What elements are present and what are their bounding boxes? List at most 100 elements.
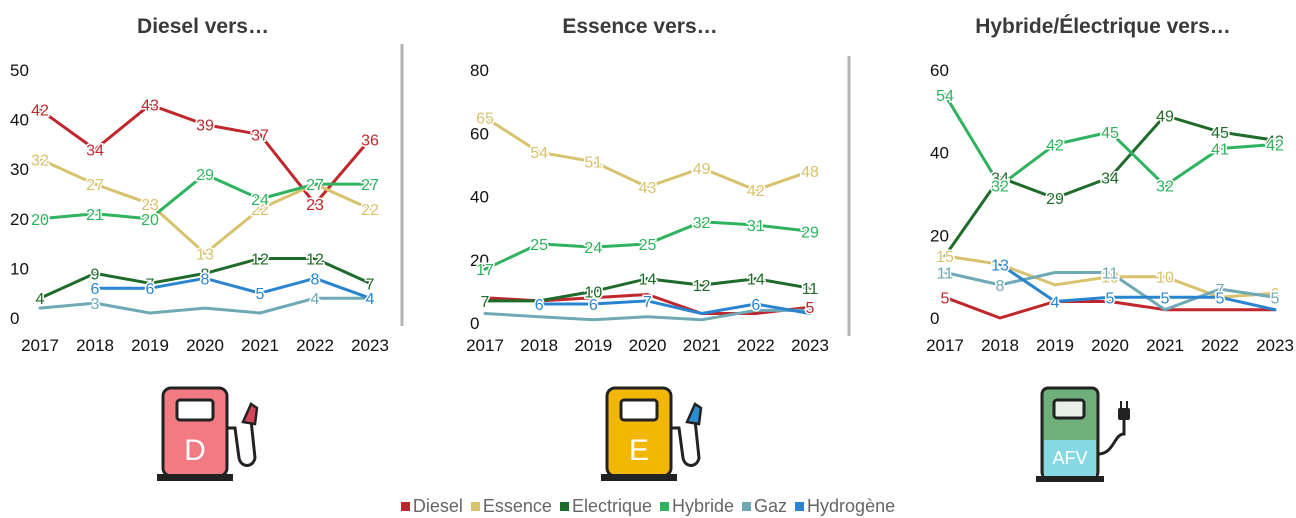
data-label: 29 — [196, 167, 214, 184]
data-label: 51 — [584, 155, 602, 172]
data-label: 6 — [535, 297, 544, 314]
legend-label: Hybride — [672, 495, 735, 516]
series-line-hydrogène — [998, 262, 1277, 312]
y-tick-label: 0 — [930, 309, 939, 328]
data-label: 7 — [146, 276, 155, 293]
data-label: 27 — [86, 177, 104, 194]
data-label: 8 — [201, 271, 210, 288]
pump-letter: D — [184, 434, 206, 467]
chart-panel-2: Essence vers… 0 20 40 60 80 2017 2018 2019 2020 20… — [466, 15, 829, 355]
legend-swatch — [400, 501, 410, 511]
data-label: 13 — [196, 247, 214, 264]
pump-hose — [227, 419, 257, 467]
pump-nozzle — [685, 402, 703, 426]
chart-title: Hybride/Électrique vers… — [975, 15, 1231, 38]
data-label: 7 — [1216, 282, 1225, 299]
x-tick-label: 2017 — [466, 336, 504, 355]
data-label: 25 — [639, 237, 657, 254]
data-label: 24 — [251, 192, 269, 209]
chart-title: Diesel vers… — [137, 15, 269, 38]
x-tick-label: 2021 — [683, 336, 721, 355]
data-label: 21 — [86, 207, 104, 224]
data-label: 5 — [806, 300, 815, 317]
x-tick-label: 2019 — [131, 336, 169, 355]
data-label: 8 — [996, 278, 1005, 295]
data-label: 45 — [1211, 125, 1229, 142]
data-label: 13 — [991, 257, 1009, 274]
data-label: 4 — [36, 291, 45, 308]
legend-swatch — [470, 501, 480, 511]
charging-cable — [1097, 418, 1126, 456]
pump-nozzle — [241, 402, 259, 426]
data-label: 6 — [1271, 286, 1280, 303]
x-tick-label: 2023 — [351, 336, 389, 355]
legend-item: Diesel — [400, 496, 463, 517]
legend-label: Hydrogène — [807, 495, 896, 516]
data-label: 22 — [361, 202, 379, 219]
y-tick-label: 20 — [930, 226, 949, 245]
data-label: 11 — [937, 266, 954, 283]
x-tick-label: 2019 — [574, 336, 612, 355]
data-label: 5 — [1216, 290, 1225, 307]
ev-charger-icon: AFV — [1036, 386, 1130, 482]
data-label: 27 — [306, 177, 324, 194]
data-label: 14 — [747, 272, 765, 289]
legend-label: Electrique — [571, 495, 652, 516]
data-label: 27 — [361, 177, 379, 194]
y-tick-label: 40 — [10, 111, 29, 130]
data-label: 37 — [251, 127, 269, 144]
data-label: 32 — [693, 215, 711, 232]
data-label: 6 — [589, 297, 598, 314]
data-label: 6 — [146, 281, 155, 298]
data-label: 10 — [1101, 270, 1119, 287]
data-label: 41 — [1211, 142, 1229, 159]
pump-base — [157, 474, 233, 481]
x-tick-label: 2023 — [791, 336, 829, 355]
pump-base — [1036, 476, 1104, 482]
data-label: 5 — [941, 290, 950, 307]
data-label: 20 — [31, 212, 49, 229]
data-label: 11 — [802, 281, 819, 298]
data-label: 15 — [936, 249, 954, 266]
y-tick-label: 60 — [470, 124, 489, 143]
pump-screen — [175, 398, 215, 422]
y-tick-label: 20 — [10, 210, 29, 229]
data-label: 36 — [361, 132, 379, 149]
data-label: 29 — [1046, 191, 1064, 208]
data-label: 23 — [306, 197, 324, 214]
pump-screen — [1052, 398, 1086, 420]
data-label: 6 — [751, 297, 760, 314]
pump-base — [601, 474, 677, 481]
data-label: 42 — [31, 103, 49, 120]
data-label: 24 — [584, 240, 602, 257]
data-label: 4 — [311, 291, 320, 308]
data-label: 7 — [366, 276, 375, 293]
legend-swatch — [742, 501, 752, 511]
data-label: 25 — [530, 237, 548, 254]
pump-letter: AFV — [1052, 448, 1087, 468]
series-line-gaz — [483, 308, 812, 322]
y-tick-label: 40 — [470, 188, 489, 207]
legend-label: Essence — [482, 495, 552, 516]
fuel-pump-icon: E — [601, 386, 703, 481]
data-label: 5 — [256, 286, 265, 303]
x-tick-label: 2018 — [520, 336, 558, 355]
series-line-hydrogène — [93, 276, 372, 300]
data-label: 6 — [91, 281, 100, 298]
data-label: 29 — [801, 224, 819, 241]
y-tick-label: 20 — [470, 251, 489, 270]
data-label: 5 — [1271, 290, 1280, 307]
x-tick-label: 2022 — [737, 336, 775, 355]
x-tick-label: 2020 — [186, 336, 224, 355]
x-tick-label: 2017 — [21, 336, 59, 355]
x-tick-label: 2017 — [926, 336, 964, 355]
series-line-electrique — [38, 257, 372, 300]
y-tick-label: 10 — [10, 259, 29, 278]
chart-title: Essence vers… — [562, 15, 717, 38]
series-line-gaz — [38, 296, 372, 315]
data-label: 12 — [693, 278, 711, 295]
series-line-gaz — [943, 271, 1277, 312]
x-tick-label: 2022 — [1201, 336, 1239, 355]
series-line-diesel — [943, 295, 1277, 320]
pump-letter: E — [629, 434, 649, 467]
